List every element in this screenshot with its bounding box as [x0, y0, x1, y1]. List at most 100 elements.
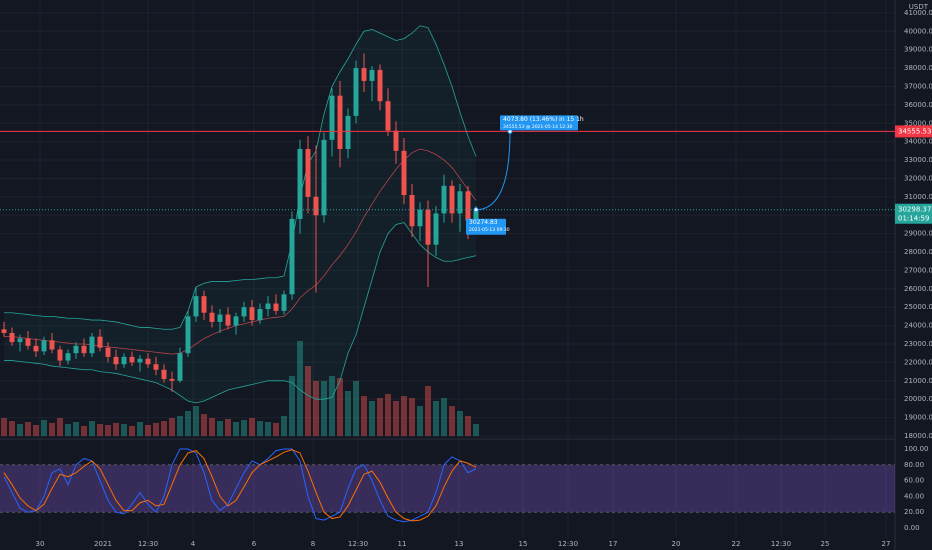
candle-body: [321, 139, 327, 216]
candle-body: [409, 194, 415, 227]
volume-bar: [385, 394, 391, 436]
y-tick-label: 28000.00: [904, 248, 932, 256]
volume-bar: [41, 420, 47, 436]
volume-bar: [249, 418, 255, 436]
candle-body: [281, 294, 287, 311]
y-tick-label: 41000.00: [904, 9, 932, 17]
volume-bar: [417, 406, 423, 436]
candle-body: [473, 209, 479, 221]
volume-bar: [89, 421, 95, 436]
candle-body: [289, 218, 295, 295]
x-tick-label: 15: [519, 540, 528, 548]
y-tick-label: 21000.00: [904, 377, 932, 385]
y-tick-label: 24000.00: [904, 322, 932, 330]
y-tick-label: 40000.00: [904, 27, 932, 35]
volume-bar: [465, 416, 471, 436]
y-tick-label: 38000.00: [904, 64, 932, 72]
x-tick-label: 13: [455, 540, 464, 548]
x-tick-label: 20: [672, 540, 681, 548]
volume-bar: [377, 398, 383, 436]
y-tick-label: 36000.00: [904, 101, 932, 109]
candle-body: [209, 312, 215, 322]
candle-body: [145, 358, 151, 365]
volume-bar: [241, 420, 247, 436]
y-tick-label: 37000.00: [904, 82, 932, 90]
candle-body: [41, 340, 47, 352]
candle-body: [97, 336, 103, 348]
y-tick-label: 100.00: [904, 445, 929, 453]
x-tick-label: 12:30: [771, 540, 791, 548]
candle-body: [401, 150, 407, 195]
y-tick-label: 18000.00: [904, 432, 932, 440]
volume-bar: [33, 425, 39, 436]
x-tick-label: 8: [311, 540, 315, 548]
y-tick-label: 32000.00: [904, 174, 932, 182]
volume-bar: [49, 423, 55, 436]
candle-body: [113, 356, 119, 365]
candle-body: [257, 309, 263, 321]
candle-body: [273, 303, 279, 311]
price-label-box: [895, 125, 932, 138]
y-tick-label: 60.00: [904, 477, 924, 485]
volume-bar: [449, 406, 455, 436]
band-line: [4, 148, 477, 355]
volume-bar: [329, 376, 335, 436]
volume-bar: [433, 401, 439, 436]
candle-body: [25, 338, 31, 346]
x-tick-label: 12:30: [138, 540, 158, 548]
candle-body: [425, 209, 431, 245]
y-tick-label: 80.00: [904, 461, 924, 469]
y-tick-label: 25000.00: [904, 303, 932, 311]
volume-bar: [201, 414, 207, 436]
projection-sublabel: 34555.53 @ 2021-05-14 12:30: [503, 124, 573, 130]
volume-bar: [313, 381, 319, 436]
candle-body: [121, 356, 127, 365]
y-tick-label: 39000.00: [904, 46, 932, 54]
plot: [1, 25, 479, 436]
projection-curve: [475, 131, 511, 211]
x-tick-label: 25: [821, 540, 830, 548]
volume-bar: [273, 423, 279, 436]
candle-body: [177, 353, 183, 381]
y-tick-label: 20000.00: [904, 395, 932, 403]
volume-bar: [353, 381, 359, 436]
y-tick-label: 20.00: [904, 508, 924, 516]
volume-bar: [369, 401, 375, 436]
y-tick-label: 23000.00: [904, 340, 932, 348]
candle-body: [393, 130, 399, 151]
volume-bar: [153, 423, 159, 436]
volume-bar: [393, 401, 399, 436]
volume-bar: [17, 424, 23, 436]
x-tick-label: 12:30: [348, 540, 368, 548]
y-tick-label: 29000.00: [904, 230, 932, 238]
candle-body: [369, 69, 375, 81]
candle-body: [57, 349, 63, 361]
x-tick-label: 11: [398, 540, 407, 548]
x-tick-label: 12:30: [558, 540, 578, 548]
x-tick-label: 30: [36, 540, 45, 548]
candle-body: [345, 115, 351, 150]
volume-bar: [337, 378, 343, 436]
volume-bar: [345, 391, 351, 436]
y-tick-label: 27000.00: [904, 266, 932, 274]
x-tick-label: 6: [252, 540, 257, 548]
y-tick-label: 35000.00: [904, 119, 932, 127]
band-fill: [0, 464, 895, 513]
volume-bar: [225, 419, 231, 436]
candle-body: [65, 353, 71, 361]
volume-bar: [209, 418, 215, 436]
volume-bar: [169, 418, 175, 436]
volume-bar: [177, 416, 183, 436]
candle-body: [9, 332, 15, 343]
volume-bar: [145, 425, 151, 436]
projection-label: 4073.80 (13.46%) in 15 1h: [503, 116, 584, 123]
candle-body: [265, 303, 271, 310]
candle-body: [73, 345, 79, 354]
candle-body: [33, 345, 39, 352]
candle-body: [353, 68, 359, 116]
candle-body: [433, 213, 439, 245]
y-tick-label: 0.00: [904, 524, 920, 532]
projection-box: [500, 115, 578, 131]
